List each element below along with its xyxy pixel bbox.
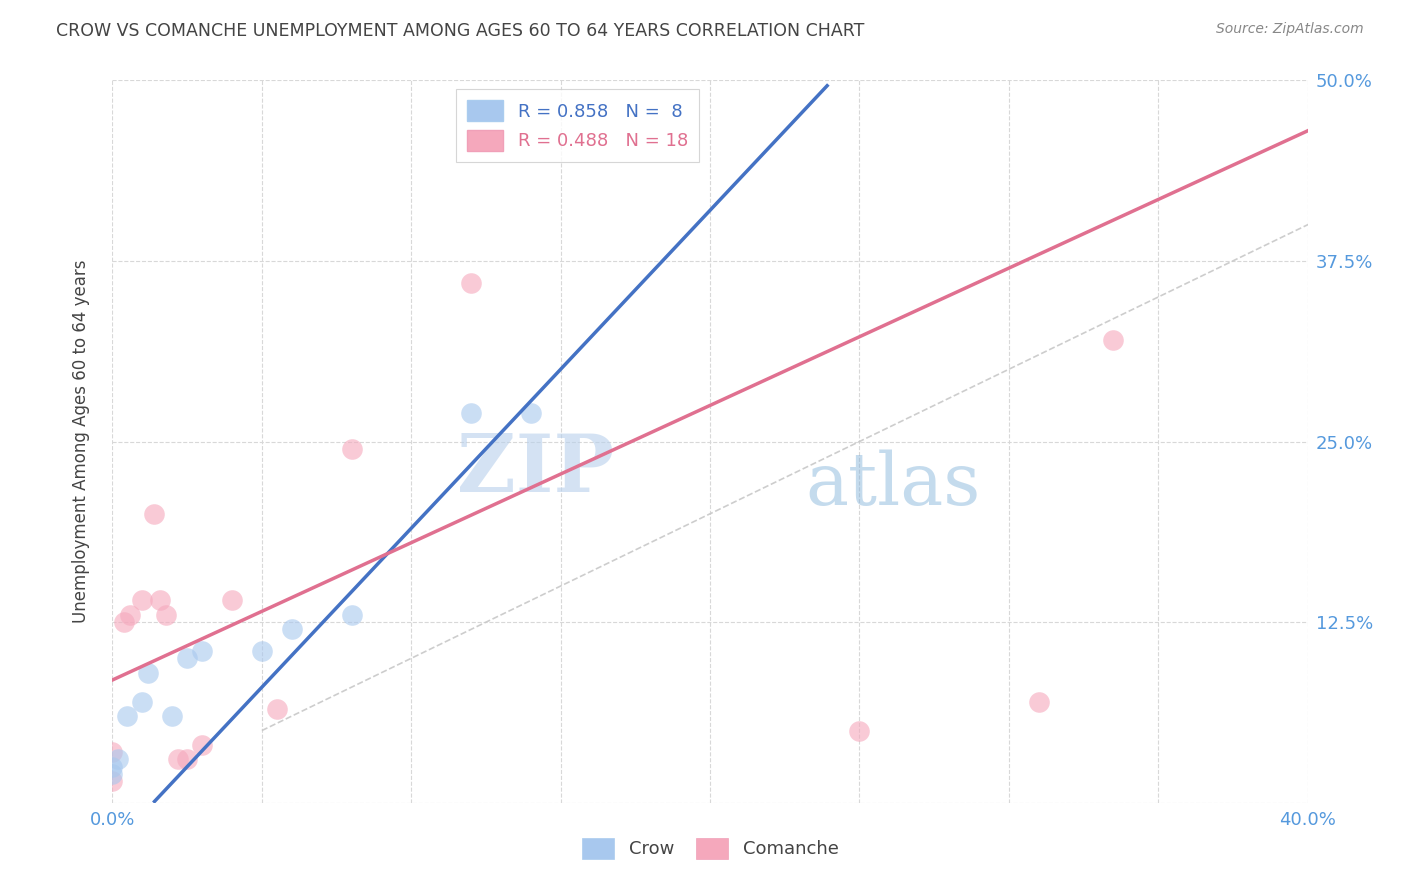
Point (101, 745, 124, 759)
Point (221, 593, 243, 607)
Point (281, 623, 304, 637)
Point (149, 593, 172, 607)
Point (101, 767, 124, 781)
Point (107, 752, 129, 766)
Point (460, 406, 482, 420)
Point (101, 760, 124, 774)
Point (340, 607, 363, 622)
Point (176, 651, 198, 665)
Point (460, 276, 482, 290)
Point (167, 752, 190, 766)
Point (120, 607, 142, 622)
Point (114, 615, 135, 630)
Point (520, 406, 543, 420)
Text: CROW VS COMANCHE UNEMPLOYMENT AMONG AGES 60 TO 64 YEARS CORRELATION CHART: CROW VS COMANCHE UNEMPLOYMENT AMONG AGES… (56, 22, 865, 40)
Y-axis label: Unemployment Among Ages 60 to 64 years: Unemployment Among Ages 60 to 64 years (72, 260, 90, 624)
Text: atlas: atlas (806, 450, 981, 520)
Text: Source: ZipAtlas.com: Source: ZipAtlas.com (1216, 22, 1364, 37)
Point (176, 752, 198, 766)
Point (138, 665, 160, 680)
Point (155, 607, 177, 622)
Point (131, 593, 153, 607)
Point (131, 695, 153, 709)
Point (848, 723, 870, 738)
Legend: Crow, Comanche: Crow, Comanche (575, 830, 845, 866)
Point (250, 644, 273, 658)
Text: ZIP: ZIP (457, 432, 614, 509)
Point (143, 507, 166, 521)
Point (101, 774, 124, 789)
Point (340, 442, 363, 456)
Point (266, 702, 288, 716)
Point (162, 709, 183, 723)
Point (117, 709, 139, 723)
Point (1028, 695, 1050, 709)
Point (1102, 334, 1125, 348)
Point (191, 738, 214, 752)
Point (191, 644, 214, 658)
